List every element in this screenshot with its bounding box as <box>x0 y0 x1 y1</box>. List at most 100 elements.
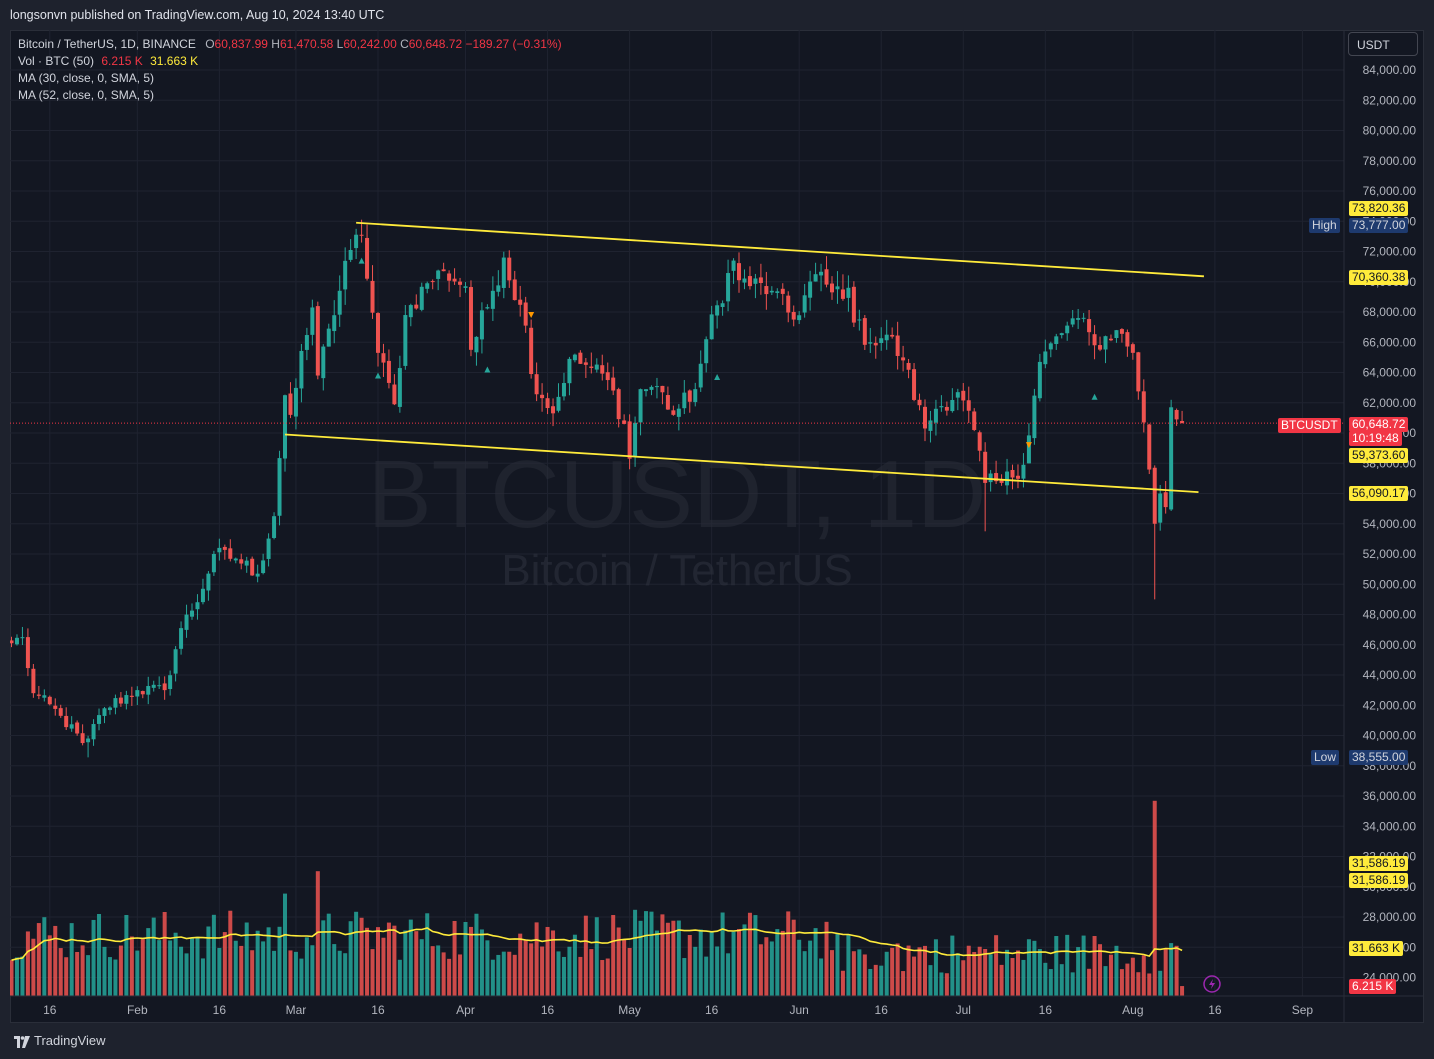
candle[interactable] <box>25 628 30 677</box>
candle[interactable] <box>1081 312 1086 323</box>
candle[interactable] <box>633 416 638 467</box>
candle[interactable] <box>392 374 397 406</box>
candle[interactable] <box>14 634 19 646</box>
candle[interactable] <box>277 450 282 526</box>
candle[interactable] <box>676 404 681 431</box>
candle[interactable] <box>386 349 391 389</box>
candle[interactable] <box>321 344 326 391</box>
candle[interactable] <box>851 281 856 328</box>
candle[interactable] <box>58 704 63 718</box>
candle[interactable] <box>1076 308 1081 329</box>
candle[interactable] <box>20 626 25 646</box>
candle[interactable] <box>42 689 47 702</box>
candle[interactable] <box>162 676 167 700</box>
candle[interactable] <box>414 294 419 310</box>
candle[interactable] <box>468 280 473 357</box>
candle[interactable] <box>594 358 599 373</box>
candle[interactable] <box>671 405 676 416</box>
candle[interactable] <box>190 603 195 620</box>
candle[interactable] <box>485 304 490 310</box>
candle[interactable] <box>994 460 999 484</box>
candle[interactable] <box>326 323 331 347</box>
candle[interactable] <box>474 336 479 366</box>
candle[interactable] <box>890 327 895 339</box>
candle[interactable] <box>983 442 988 532</box>
candle[interactable] <box>1010 464 1015 490</box>
candle[interactable] <box>895 321 900 370</box>
candle[interactable] <box>1158 484 1163 531</box>
candle[interactable] <box>977 430 982 462</box>
candle[interactable] <box>113 694 118 715</box>
candle[interactable] <box>747 266 752 290</box>
candle[interactable] <box>928 410 933 443</box>
candle[interactable] <box>808 270 813 311</box>
candle[interactable] <box>490 276 495 321</box>
candle[interactable] <box>365 224 370 281</box>
candle[interactable] <box>572 353 577 363</box>
candle[interactable] <box>370 265 375 319</box>
candle[interactable] <box>80 724 85 746</box>
candle[interactable] <box>211 550 216 576</box>
candle[interactable] <box>244 556 249 573</box>
candle[interactable] <box>1152 465 1157 600</box>
candle[interactable] <box>715 300 720 329</box>
candle[interactable] <box>857 309 862 331</box>
candle[interactable] <box>1098 336 1103 352</box>
candle[interactable] <box>496 270 501 297</box>
candle[interactable] <box>375 312 380 367</box>
candle[interactable] <box>124 690 129 710</box>
candle[interactable] <box>501 251 506 299</box>
candle[interactable] <box>222 544 227 560</box>
candle[interactable] <box>206 571 211 601</box>
candle[interactable] <box>687 389 692 413</box>
candle[interactable] <box>578 350 583 364</box>
candle[interactable] <box>879 327 884 351</box>
candle[interactable] <box>868 327 873 353</box>
candle[interactable] <box>397 355 402 413</box>
candle[interactable] <box>556 383 561 413</box>
candle[interactable] <box>86 735 91 758</box>
candle[interactable] <box>1114 329 1119 343</box>
candle[interactable] <box>1125 329 1130 357</box>
candle[interactable] <box>912 363 917 402</box>
candle[interactable] <box>846 275 851 312</box>
candle[interactable] <box>731 258 736 284</box>
candle[interactable] <box>654 377 659 399</box>
candle[interactable] <box>102 706 107 724</box>
candle[interactable] <box>583 358 588 379</box>
candle[interactable] <box>830 276 834 300</box>
candle[interactable] <box>408 303 413 327</box>
candle[interactable] <box>758 263 763 295</box>
candle[interactable] <box>665 386 670 410</box>
candle[interactable] <box>518 285 523 317</box>
candle[interactable] <box>129 686 134 706</box>
candle[interactable] <box>447 270 452 292</box>
candle[interactable] <box>1070 309 1075 328</box>
candle[interactable] <box>1141 379 1146 433</box>
candle[interactable] <box>272 512 277 540</box>
candle[interactable] <box>1169 399 1174 511</box>
candle[interactable] <box>97 708 102 731</box>
candle[interactable] <box>36 685 41 700</box>
candle[interactable] <box>463 282 468 293</box>
candle[interactable] <box>551 398 556 427</box>
candle[interactable] <box>381 343 386 377</box>
candle[interactable] <box>512 270 517 301</box>
candle[interactable] <box>840 274 845 301</box>
candle[interactable] <box>589 352 594 374</box>
candle[interactable] <box>1180 410 1185 424</box>
candle[interactable] <box>69 716 74 732</box>
candle[interactable] <box>780 283 785 306</box>
candle[interactable] <box>726 259 731 312</box>
chart-frame[interactable] <box>10 30 1424 1023</box>
candle[interactable] <box>1059 332 1064 339</box>
candle[interactable] <box>195 594 200 620</box>
candle[interactable] <box>261 553 266 575</box>
candle[interactable] <box>955 388 960 411</box>
candle[interactable] <box>835 271 840 304</box>
currency-selector[interactable]: USDT <box>1348 32 1418 56</box>
candle[interactable] <box>91 719 96 746</box>
candle[interactable] <box>824 256 829 288</box>
legend-ohlc-row[interactable]: Bitcoin / TetherUS, 1D, BINANCE O60,837.… <box>18 36 562 53</box>
candle[interactable] <box>775 288 780 299</box>
